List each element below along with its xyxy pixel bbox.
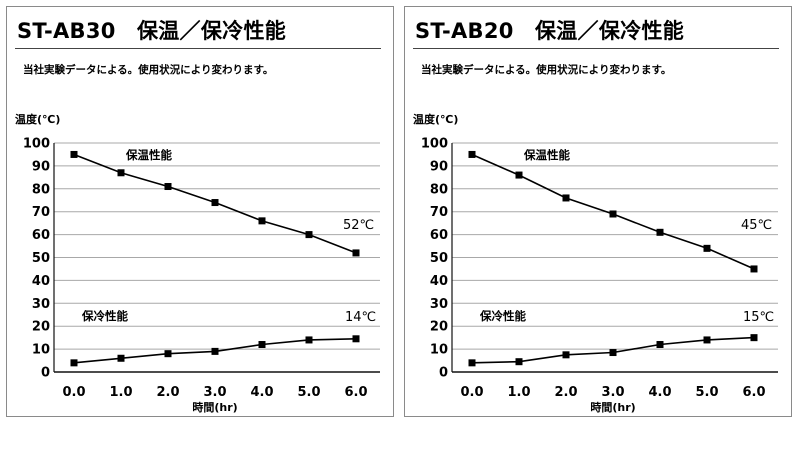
- data-point: [258, 217, 266, 225]
- x-tick-label: 3.0: [601, 385, 624, 400]
- data-point: [352, 249, 360, 257]
- data-point: [515, 358, 523, 366]
- panel-title: ST-AB20 保温／保冷性能: [415, 19, 685, 43]
- x-tick-label: 5.0: [695, 385, 718, 400]
- data-point: [703, 336, 711, 344]
- end-value-label: 15℃: [743, 310, 774, 325]
- data-point: [258, 341, 266, 349]
- data-point: [70, 359, 78, 367]
- data-point: [305, 231, 313, 239]
- series-label: 保冷性能: [81, 309, 128, 323]
- data-point: [515, 171, 523, 179]
- data-point: [562, 351, 570, 359]
- data-point: [70, 150, 78, 158]
- data-point: [117, 354, 125, 362]
- data-point: [750, 265, 758, 273]
- data-point: [117, 169, 125, 177]
- data-point: [656, 341, 664, 349]
- data-point: [609, 349, 617, 357]
- data-point: [305, 336, 313, 344]
- x-tick-label: 6.0: [742, 385, 765, 400]
- data-point: [164, 350, 172, 358]
- y-tick-label: 80: [32, 182, 50, 197]
- x-tick-label: 5.0: [297, 385, 320, 400]
- y-tick-label: 0: [41, 366, 50, 381]
- series-label: 保冷性能: [479, 309, 526, 323]
- y-tick-label: 30: [32, 297, 50, 312]
- y-tick-label: 100: [23, 137, 50, 152]
- data-point: [164, 183, 172, 191]
- y-tick-label: 20: [32, 320, 50, 335]
- x-axis-label: 時間(hr): [590, 400, 635, 414]
- y-tick-label: 60: [32, 228, 50, 243]
- y-tick-label: 60: [430, 228, 448, 243]
- y-tick-label: 90: [32, 159, 50, 174]
- data-point: [703, 244, 711, 252]
- y-tick-label: 50: [32, 251, 50, 266]
- data-point: [468, 150, 476, 158]
- x-tick-label: 4.0: [250, 385, 273, 400]
- title-divider: [413, 48, 779, 49]
- y-tick-label: 90: [430, 159, 448, 174]
- data-point: [609, 210, 617, 218]
- panel-note: 当社実験データによる。使用状況により変わります。: [421, 64, 672, 76]
- chart-panel-st-ab20: ST-AB20 保温／保冷性能 当社実験データによる。使用状況により変わります。…: [404, 6, 792, 417]
- data-point: [468, 359, 476, 367]
- x-tick-label: 1.0: [109, 385, 132, 400]
- data-point: [656, 228, 664, 236]
- y-tick-label: 10: [430, 343, 448, 358]
- panel-title: ST-AB30 保温／保冷性能: [17, 19, 287, 43]
- y-tick-label: 40: [430, 274, 448, 289]
- end-value-label: 14℃: [345, 310, 376, 325]
- y-tick-label: 70: [430, 205, 448, 220]
- y-tick-label: 70: [32, 205, 50, 220]
- x-tick-label: 3.0: [203, 385, 226, 400]
- series-label: 保温性能: [523, 148, 570, 162]
- y-tick-label: 20: [430, 320, 448, 335]
- chart-panel-st-ab30: ST-AB30 保温／保冷性能 当社実験データによる。使用状況により変わります。…: [6, 6, 394, 417]
- y-tick-label: 40: [32, 274, 50, 289]
- x-tick-label: 0.0: [62, 385, 85, 400]
- x-axis-label: 時間(hr): [192, 400, 237, 414]
- data-point: [750, 334, 758, 342]
- x-tick-label: 1.0: [507, 385, 530, 400]
- x-tick-label: 2.0: [554, 385, 577, 400]
- data-point: [352, 335, 360, 343]
- title-divider: [15, 48, 381, 49]
- data-point: [211, 347, 219, 355]
- data-point: [562, 194, 570, 202]
- end-value-label: 45℃: [741, 218, 772, 233]
- y-tick-label: 0: [439, 366, 448, 381]
- y-tick-label: 10: [32, 343, 50, 358]
- x-tick-label: 2.0: [156, 385, 179, 400]
- x-tick-label: 6.0: [344, 385, 367, 400]
- y-tick-label: 30: [430, 297, 448, 312]
- y-tick-label: 80: [430, 182, 448, 197]
- panel-note: 当社実験データによる。使用状況により変わります。: [23, 64, 274, 76]
- y-tick-label: 100: [421, 137, 448, 152]
- data-point: [211, 199, 219, 207]
- series-label: 保温性能: [125, 148, 172, 162]
- x-tick-label: 0.0: [460, 385, 483, 400]
- end-value-label: 52℃: [343, 218, 374, 233]
- x-tick-label: 4.0: [648, 385, 671, 400]
- y-tick-label: 50: [430, 251, 448, 266]
- y-axis-label: 温度(℃): [15, 112, 60, 126]
- y-axis-label: 温度(℃): [413, 112, 458, 126]
